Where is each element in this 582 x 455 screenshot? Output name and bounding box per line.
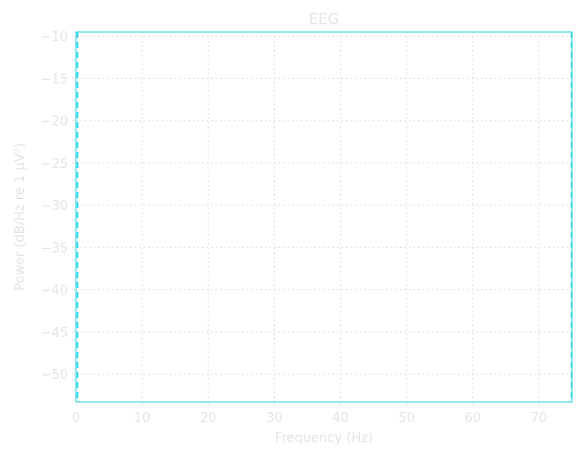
x-tick-label: 60	[465, 411, 482, 426]
y-axis-ticks: −10 −15 −20 −25 −30 −35 −40 −45 −50	[41, 30, 76, 383]
x-axis-ticks: 0 10 20 30 40 50 60 70	[72, 402, 547, 426]
y-tick-label: −45	[41, 326, 68, 341]
y-tick-label: −15	[41, 72, 68, 87]
y-tick-label: −25	[41, 157, 68, 172]
chart-title: EEG	[309, 10, 340, 28]
frequency-range-markers	[76, 32, 573, 402]
x-tick-label: 40	[332, 411, 349, 426]
x-tick-label: 0	[72, 411, 80, 426]
x-tick-label: 20	[200, 411, 217, 426]
y-axis-label: Power (dB/Hz re 1 μV²)	[13, 143, 28, 291]
x-tick-label: 10	[134, 411, 151, 426]
x-tick-label: 70	[531, 411, 548, 426]
y-tick-label: −30	[41, 199, 68, 214]
plot-frame	[75, 31, 573, 403]
x-tick-label: 50	[398, 411, 415, 426]
x-axis-label: Frequency (Hz)	[275, 431, 373, 446]
grid-lines	[75, 32, 572, 402]
x-tick-label: 30	[266, 411, 283, 426]
y-tick-label: −20	[41, 115, 68, 130]
y-tick-label: −35	[41, 241, 68, 256]
y-tick-label: −40	[41, 284, 68, 299]
y-tick-label: −10	[41, 30, 68, 45]
y-tick-label: −50	[41, 368, 68, 383]
